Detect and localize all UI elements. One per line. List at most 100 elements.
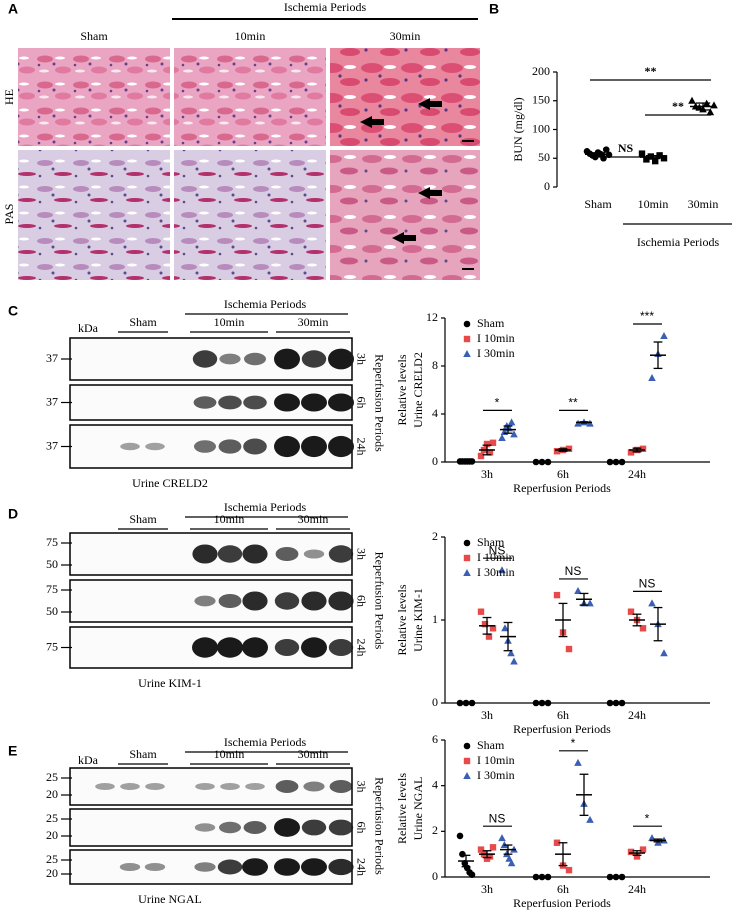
blot-band xyxy=(218,593,242,609)
blot-band xyxy=(274,818,300,837)
data-point xyxy=(602,146,610,153)
data-point xyxy=(565,866,573,874)
blot-band xyxy=(245,783,265,790)
significance-label: NS xyxy=(489,543,506,557)
blot-band xyxy=(120,783,140,790)
mw-label: 50 xyxy=(46,557,58,571)
data-point xyxy=(688,96,696,104)
blot-band xyxy=(301,435,327,458)
blot-band xyxy=(220,783,240,790)
lane-group-label: Sham xyxy=(129,315,157,329)
blot-band xyxy=(242,544,268,564)
blot-band xyxy=(328,591,354,611)
y-tick-label: 8 xyxy=(432,358,438,372)
lane-group-label: Sham xyxy=(129,747,157,761)
x-tick-label: 24h xyxy=(628,467,646,481)
data-point xyxy=(574,758,582,766)
blot-band xyxy=(301,637,327,658)
y-axis-label: BUN (mg/dl) xyxy=(511,97,525,161)
blot-band xyxy=(144,862,166,872)
legend-label: Sham xyxy=(477,738,505,752)
blot-band xyxy=(303,781,325,792)
data-point xyxy=(553,839,561,846)
time-label: 3h xyxy=(354,548,368,560)
lane-group-label: 10min xyxy=(214,747,245,761)
y-tick-label: 2 xyxy=(432,823,438,837)
x-tick-label: 3h xyxy=(481,467,493,481)
data-point xyxy=(638,150,646,157)
data-point xyxy=(483,440,491,448)
legend-marker xyxy=(463,742,471,750)
legend-marker xyxy=(463,539,471,547)
y-tick-label: 1 xyxy=(432,612,438,626)
data-point xyxy=(706,108,715,116)
blot-band xyxy=(274,435,300,458)
data-point xyxy=(468,871,476,879)
blot-band xyxy=(194,862,216,872)
blot-band xyxy=(274,393,300,412)
legend-label: I 10min xyxy=(477,550,515,564)
blot-band xyxy=(95,783,115,790)
data-point xyxy=(710,101,718,109)
data-point xyxy=(565,645,573,653)
blot-header: Ischemia Periods xyxy=(224,500,307,514)
histology-image xyxy=(18,48,170,146)
time-label: 24h xyxy=(354,438,368,456)
x-tick-label: 6h xyxy=(557,467,569,481)
lane-group-label: 30min xyxy=(298,512,329,526)
blot-caption: Urine KIM-1 xyxy=(138,676,202,690)
blot-band xyxy=(194,823,216,832)
panel-letter: D xyxy=(8,506,18,522)
significance-label: * xyxy=(645,811,650,825)
blot-band xyxy=(301,858,327,876)
data-point xyxy=(459,850,466,858)
blot-band xyxy=(192,637,218,658)
blot-band xyxy=(328,545,354,563)
mw-label: 25 xyxy=(46,770,58,784)
blot-band xyxy=(217,545,243,563)
y-tick-label: 4 xyxy=(432,406,438,420)
mw-label: 25 xyxy=(46,811,58,825)
blot-band xyxy=(328,819,354,836)
y-tick-label: 6 xyxy=(432,732,438,746)
kda-label: kDa xyxy=(78,753,99,767)
time-label: 6h xyxy=(354,822,368,834)
lane-group-label: Sham xyxy=(129,512,157,526)
data-point xyxy=(501,624,509,632)
data-point xyxy=(586,815,594,823)
data-point xyxy=(633,853,641,860)
kda-label: kDa xyxy=(78,321,99,335)
legend-label: I 10min xyxy=(477,331,515,345)
data-point xyxy=(498,834,506,842)
mw-label: 75 xyxy=(46,582,58,596)
data-point xyxy=(510,430,518,438)
mw-label: 20 xyxy=(46,866,58,880)
y-tick-label: 12 xyxy=(426,310,438,324)
data-point xyxy=(652,157,659,165)
legend-label: I 30min xyxy=(477,565,515,579)
data-point xyxy=(565,445,573,452)
histology-header: Ischemia Periods xyxy=(284,0,367,14)
blot-band xyxy=(219,353,241,365)
legend-label: Sham xyxy=(477,316,505,330)
data-point xyxy=(660,649,668,657)
y-axis-label: Relative levels xyxy=(395,354,409,425)
blot-band xyxy=(328,348,354,370)
blot-band xyxy=(243,438,267,455)
legend-label: Sham xyxy=(477,535,505,549)
x-tick-label: 3h xyxy=(481,708,493,722)
legend-marker xyxy=(463,569,471,576)
significance-label: ** xyxy=(672,99,684,113)
significance-label: NS xyxy=(618,141,634,155)
mw-label: 75 xyxy=(46,535,58,549)
significance-label: * xyxy=(571,736,576,750)
blot-band xyxy=(244,352,266,366)
blot-band xyxy=(328,393,354,412)
blot-band xyxy=(145,783,165,790)
group-label: Ischemia Periods xyxy=(637,235,720,249)
data-point xyxy=(507,418,516,426)
x-axis-label: Reperfusion Periods xyxy=(513,896,611,910)
legend-marker xyxy=(463,554,471,562)
data-point xyxy=(481,620,489,628)
